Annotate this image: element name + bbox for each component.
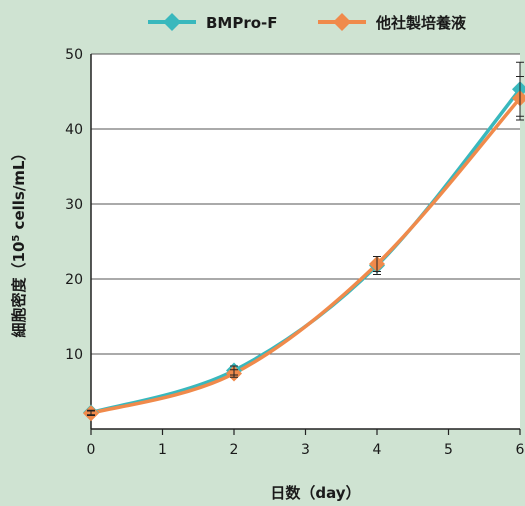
plot-area	[91, 54, 520, 429]
x-axis-title: 日数（day）	[270, 484, 360, 502]
x-tick-label: 6	[516, 442, 525, 458]
x-tick-label: 1	[158, 442, 167, 458]
legend-marker	[163, 13, 181, 31]
legend-label: BMPro-F	[206, 14, 278, 32]
legend-marker	[333, 13, 351, 31]
y-tick-label: 20	[65, 272, 83, 288]
series-line	[90, 97, 522, 415]
y-tick-label: 30	[65, 197, 83, 213]
legend-label: 他社製培養液	[375, 14, 467, 32]
x-tick-label: 0	[87, 442, 96, 458]
y-axis-title: 細胞密度（105 cells/mL）	[10, 145, 28, 337]
data-point	[512, 90, 525, 107]
y-tick-label: 40	[65, 122, 83, 138]
y-tick-label: 50	[65, 47, 83, 63]
y-tick-label: 10	[65, 347, 83, 363]
x-tick-label: 3	[301, 442, 310, 458]
x-tick-label: 2	[230, 442, 239, 458]
x-tick-label: 5	[444, 442, 453, 458]
x-tick-label: 4	[373, 442, 382, 458]
